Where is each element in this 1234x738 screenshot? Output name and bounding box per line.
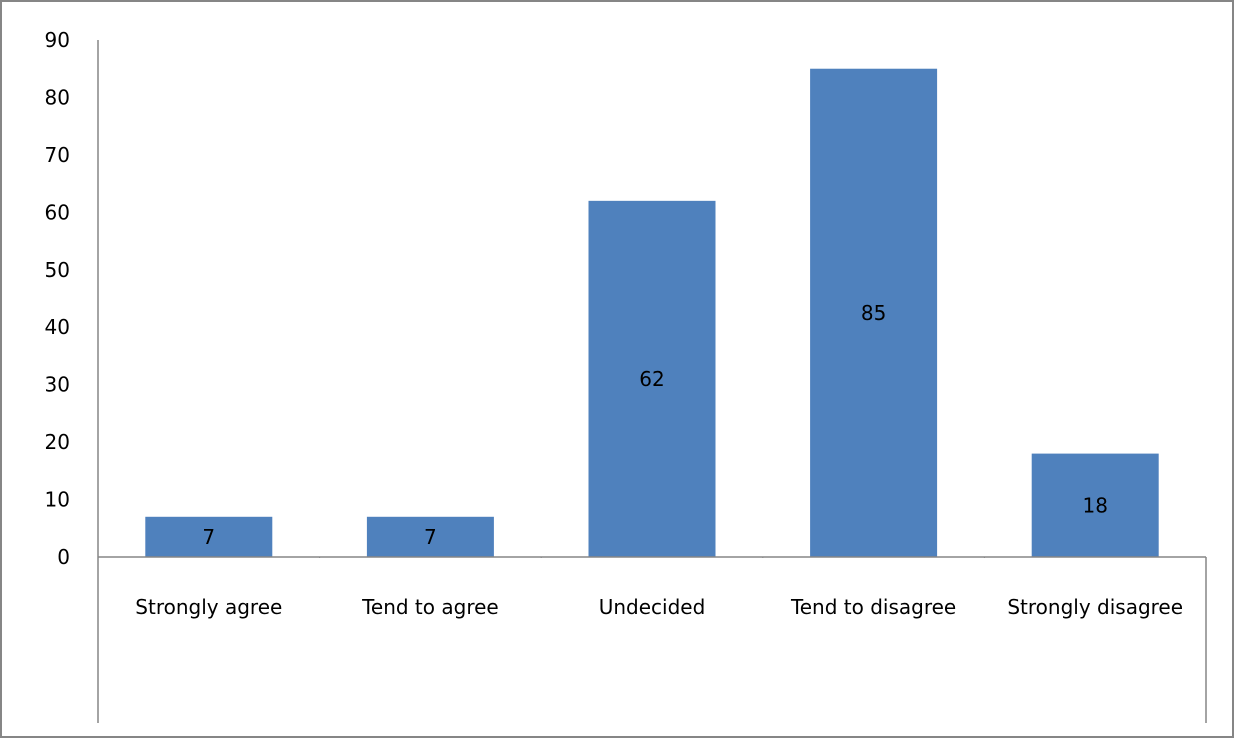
data-label: 7 <box>424 525 437 549</box>
axes <box>97 40 1207 723</box>
y-tick-label: 60 <box>45 200 70 224</box>
y-tick-label: 70 <box>45 143 70 167</box>
y-tick-label: 90 <box>45 28 70 52</box>
bar <box>588 200 716 557</box>
bar <box>145 516 273 557</box>
data-label: 18 <box>1082 493 1107 517</box>
y-tick-label: 80 <box>45 85 70 109</box>
bar <box>1031 453 1159 557</box>
data-label: 7 <box>202 525 215 549</box>
y-tick-label: 20 <box>45 430 70 454</box>
x-category-label: Tend to disagree <box>790 595 956 619</box>
category-labels: Strongly agree Tend to agree Undecided Tend… <box>135 595 1183 619</box>
bar <box>810 68 938 557</box>
data-label: 62 <box>639 367 664 391</box>
bar-series <box>145 68 1159 557</box>
y-axis-ticks: 0 10 20 30 40 50 60 70 80 90 <box>45 28 70 569</box>
data-labels: 7 7 62 85 18 <box>202 301 1107 549</box>
x-category-label: Undecided <box>599 595 706 619</box>
x-category-label: Tend to agree <box>361 595 499 619</box>
bar <box>366 516 494 557</box>
data-label: 85 <box>861 301 886 325</box>
x-category-label: Strongly disagree <box>1007 595 1183 619</box>
y-tick-label: 30 <box>45 373 70 397</box>
y-tick-label: 40 <box>45 315 70 339</box>
y-tick-label: 10 <box>45 488 70 512</box>
y-tick-label: 0 <box>57 545 70 569</box>
x-category-label: Strongly agree <box>135 595 282 619</box>
y-tick-label: 50 <box>45 258 70 282</box>
